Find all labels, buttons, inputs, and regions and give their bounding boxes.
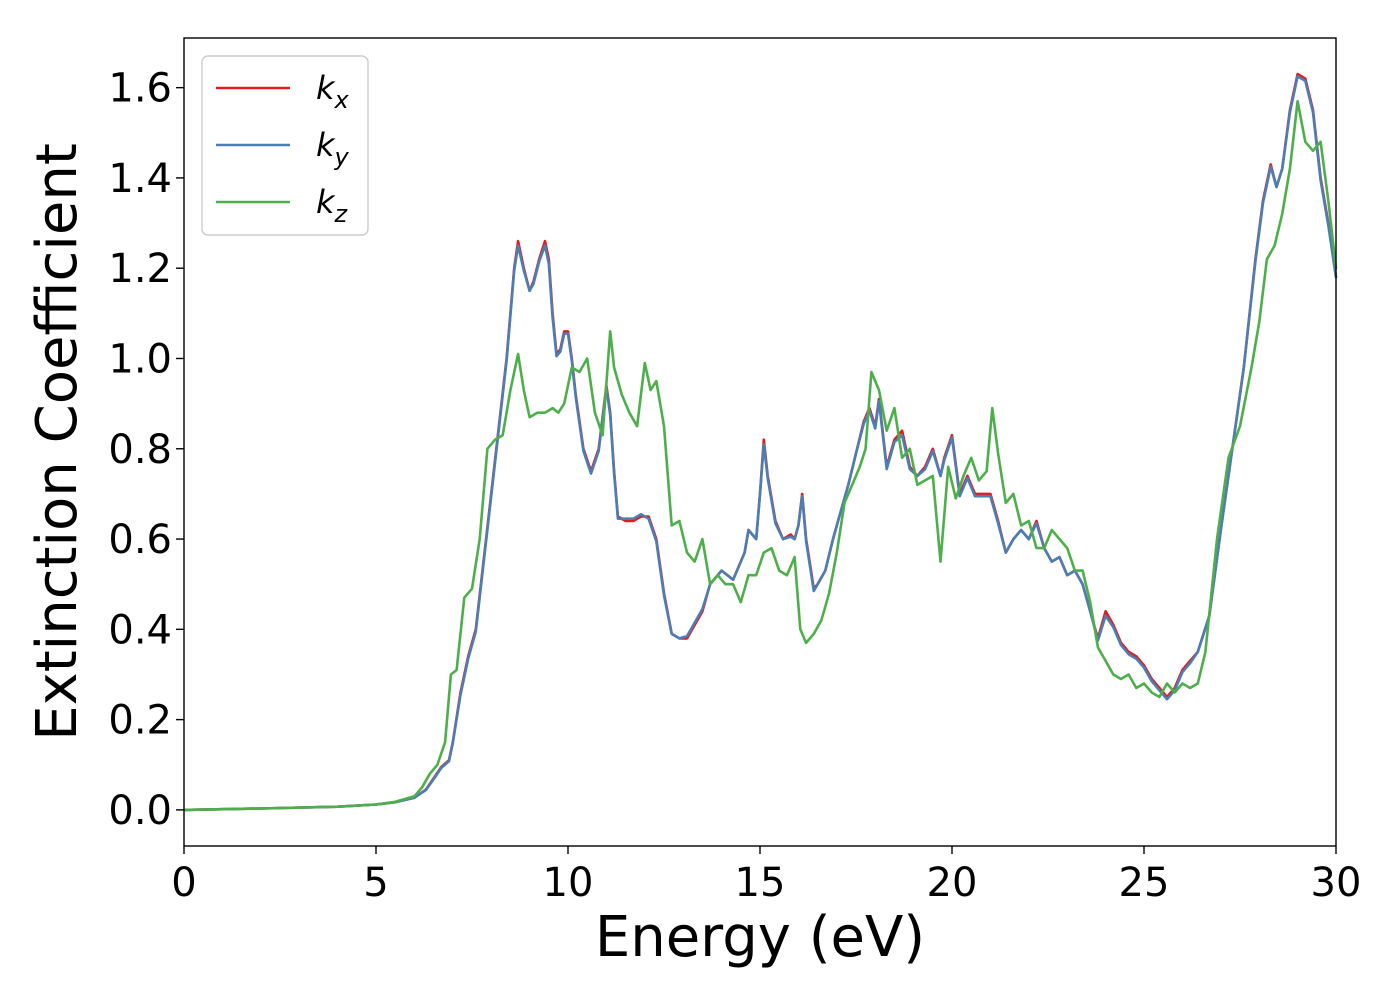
series-layer [182, 72, 1338, 812]
x-tick-label: 20 [927, 860, 978, 906]
y-tick-label: 0.4 [108, 607, 172, 653]
plot-background [184, 38, 1336, 846]
x-tick-label: 15 [735, 860, 786, 906]
legend-label-kz: kz [316, 183, 349, 228]
x-tick-label: 5 [363, 860, 388, 906]
y-tick-label: 1.2 [108, 246, 172, 292]
y-tick-label: 1.6 [108, 66, 172, 112]
legend-label-ky: ky [316, 126, 350, 171]
y-tick-label: 1.0 [108, 336, 172, 382]
y-tick-label: 0.2 [108, 698, 172, 744]
y-tick-label: 0.0 [108, 788, 172, 834]
y-axis: 0.0 0.2 0.4 0.6 0.8 1.0 1.2 1.4 1.6 [108, 66, 184, 834]
legend: kx ky kz [201, 55, 369, 236]
y-axis-label: Extinction Coefficient [25, 143, 90, 741]
series-line-kz [182, 99, 1338, 812]
series-line-ky [182, 75, 1338, 812]
y-tick-label: 1.4 [108, 156, 172, 202]
x-tick-label: 25 [1119, 860, 1170, 906]
y-tick-label: 0.8 [108, 427, 172, 473]
x-axis-label: Energy (eV) [595, 905, 925, 970]
legend-label-kx: kx [316, 69, 350, 114]
y-tick-label: 0.6 [108, 517, 172, 563]
x-axis: 0 5 10 15 20 25 30 [171, 846, 1361, 906]
x-tick-label: 0 [171, 860, 196, 906]
x-tick-label: 10 [543, 860, 594, 906]
x-tick-label: 30 [1311, 860, 1362, 906]
